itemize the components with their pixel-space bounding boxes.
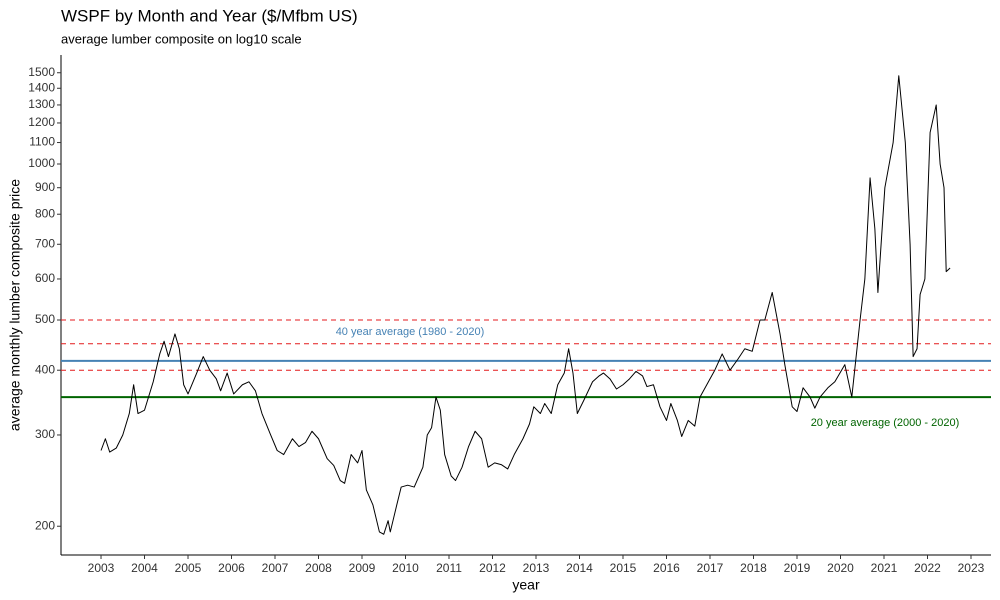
y-tick-label: 1200 bbox=[28, 115, 55, 129]
x-tick-label: 2011 bbox=[436, 561, 462, 575]
y-tick-label: 600 bbox=[35, 271, 55, 285]
y-tick-label: 1000 bbox=[28, 156, 55, 170]
y-tick-label: 1100 bbox=[29, 135, 55, 149]
y-axis-label: average monthly lumber composite price bbox=[7, 179, 23, 431]
x-tick-label: 2022 bbox=[914, 561, 941, 575]
y-tick-label: 900 bbox=[35, 180, 55, 194]
y-tick-label: 300 bbox=[35, 427, 55, 441]
x-tick-label: 2016 bbox=[653, 561, 680, 575]
x-tick-label: 2006 bbox=[218, 561, 245, 575]
chart-title: WSPF by Month and Year ($/Mfbm US) bbox=[61, 6, 358, 25]
x-tick-label: 2007 bbox=[262, 561, 289, 575]
x-tick-label: 2017 bbox=[697, 561, 724, 575]
x-tick-label: 2015 bbox=[610, 561, 637, 575]
x-tick-label: 2003 bbox=[88, 561, 115, 575]
x-tick-label: 2005 bbox=[175, 561, 202, 575]
y-tick-label: 1500 bbox=[28, 65, 55, 79]
price-line bbox=[100, 75, 951, 535]
y-tick-label: 800 bbox=[35, 206, 55, 220]
chart-subtitle: average lumber composite on log10 scale bbox=[61, 31, 302, 46]
x-tick-label: 2004 bbox=[131, 561, 158, 575]
x-tick-label: 2019 bbox=[784, 561, 811, 575]
x-tick-label: 2020 bbox=[827, 561, 854, 575]
y-tick-label: 200 bbox=[35, 518, 55, 532]
x-tick-label: 2009 bbox=[349, 561, 376, 575]
average-annotation: 20 year average (2000 - 2020) bbox=[811, 417, 960, 429]
x-tick-label: 2013 bbox=[523, 561, 550, 575]
y-tick-label: 400 bbox=[35, 362, 55, 376]
y-tick-label: 1400 bbox=[28, 80, 55, 94]
x-tick-label: 2010 bbox=[392, 561, 419, 575]
x-tick-label: 2018 bbox=[740, 561, 767, 575]
y-tick-label: 500 bbox=[35, 312, 55, 326]
x-tick-label: 2012 bbox=[479, 561, 506, 575]
x-axis-label: year bbox=[512, 577, 540, 593]
x-tick-label: 2008 bbox=[305, 561, 332, 575]
average-annotation: 40 year average (1980 - 2020) bbox=[336, 326, 485, 338]
x-tick-label: 2014 bbox=[566, 561, 593, 575]
y-tick-label: 1300 bbox=[28, 97, 55, 111]
x-tick-label: 2021 bbox=[871, 561, 898, 575]
x-tick-label: 2023 bbox=[958, 561, 985, 575]
y-tick-label: 700 bbox=[35, 236, 55, 250]
